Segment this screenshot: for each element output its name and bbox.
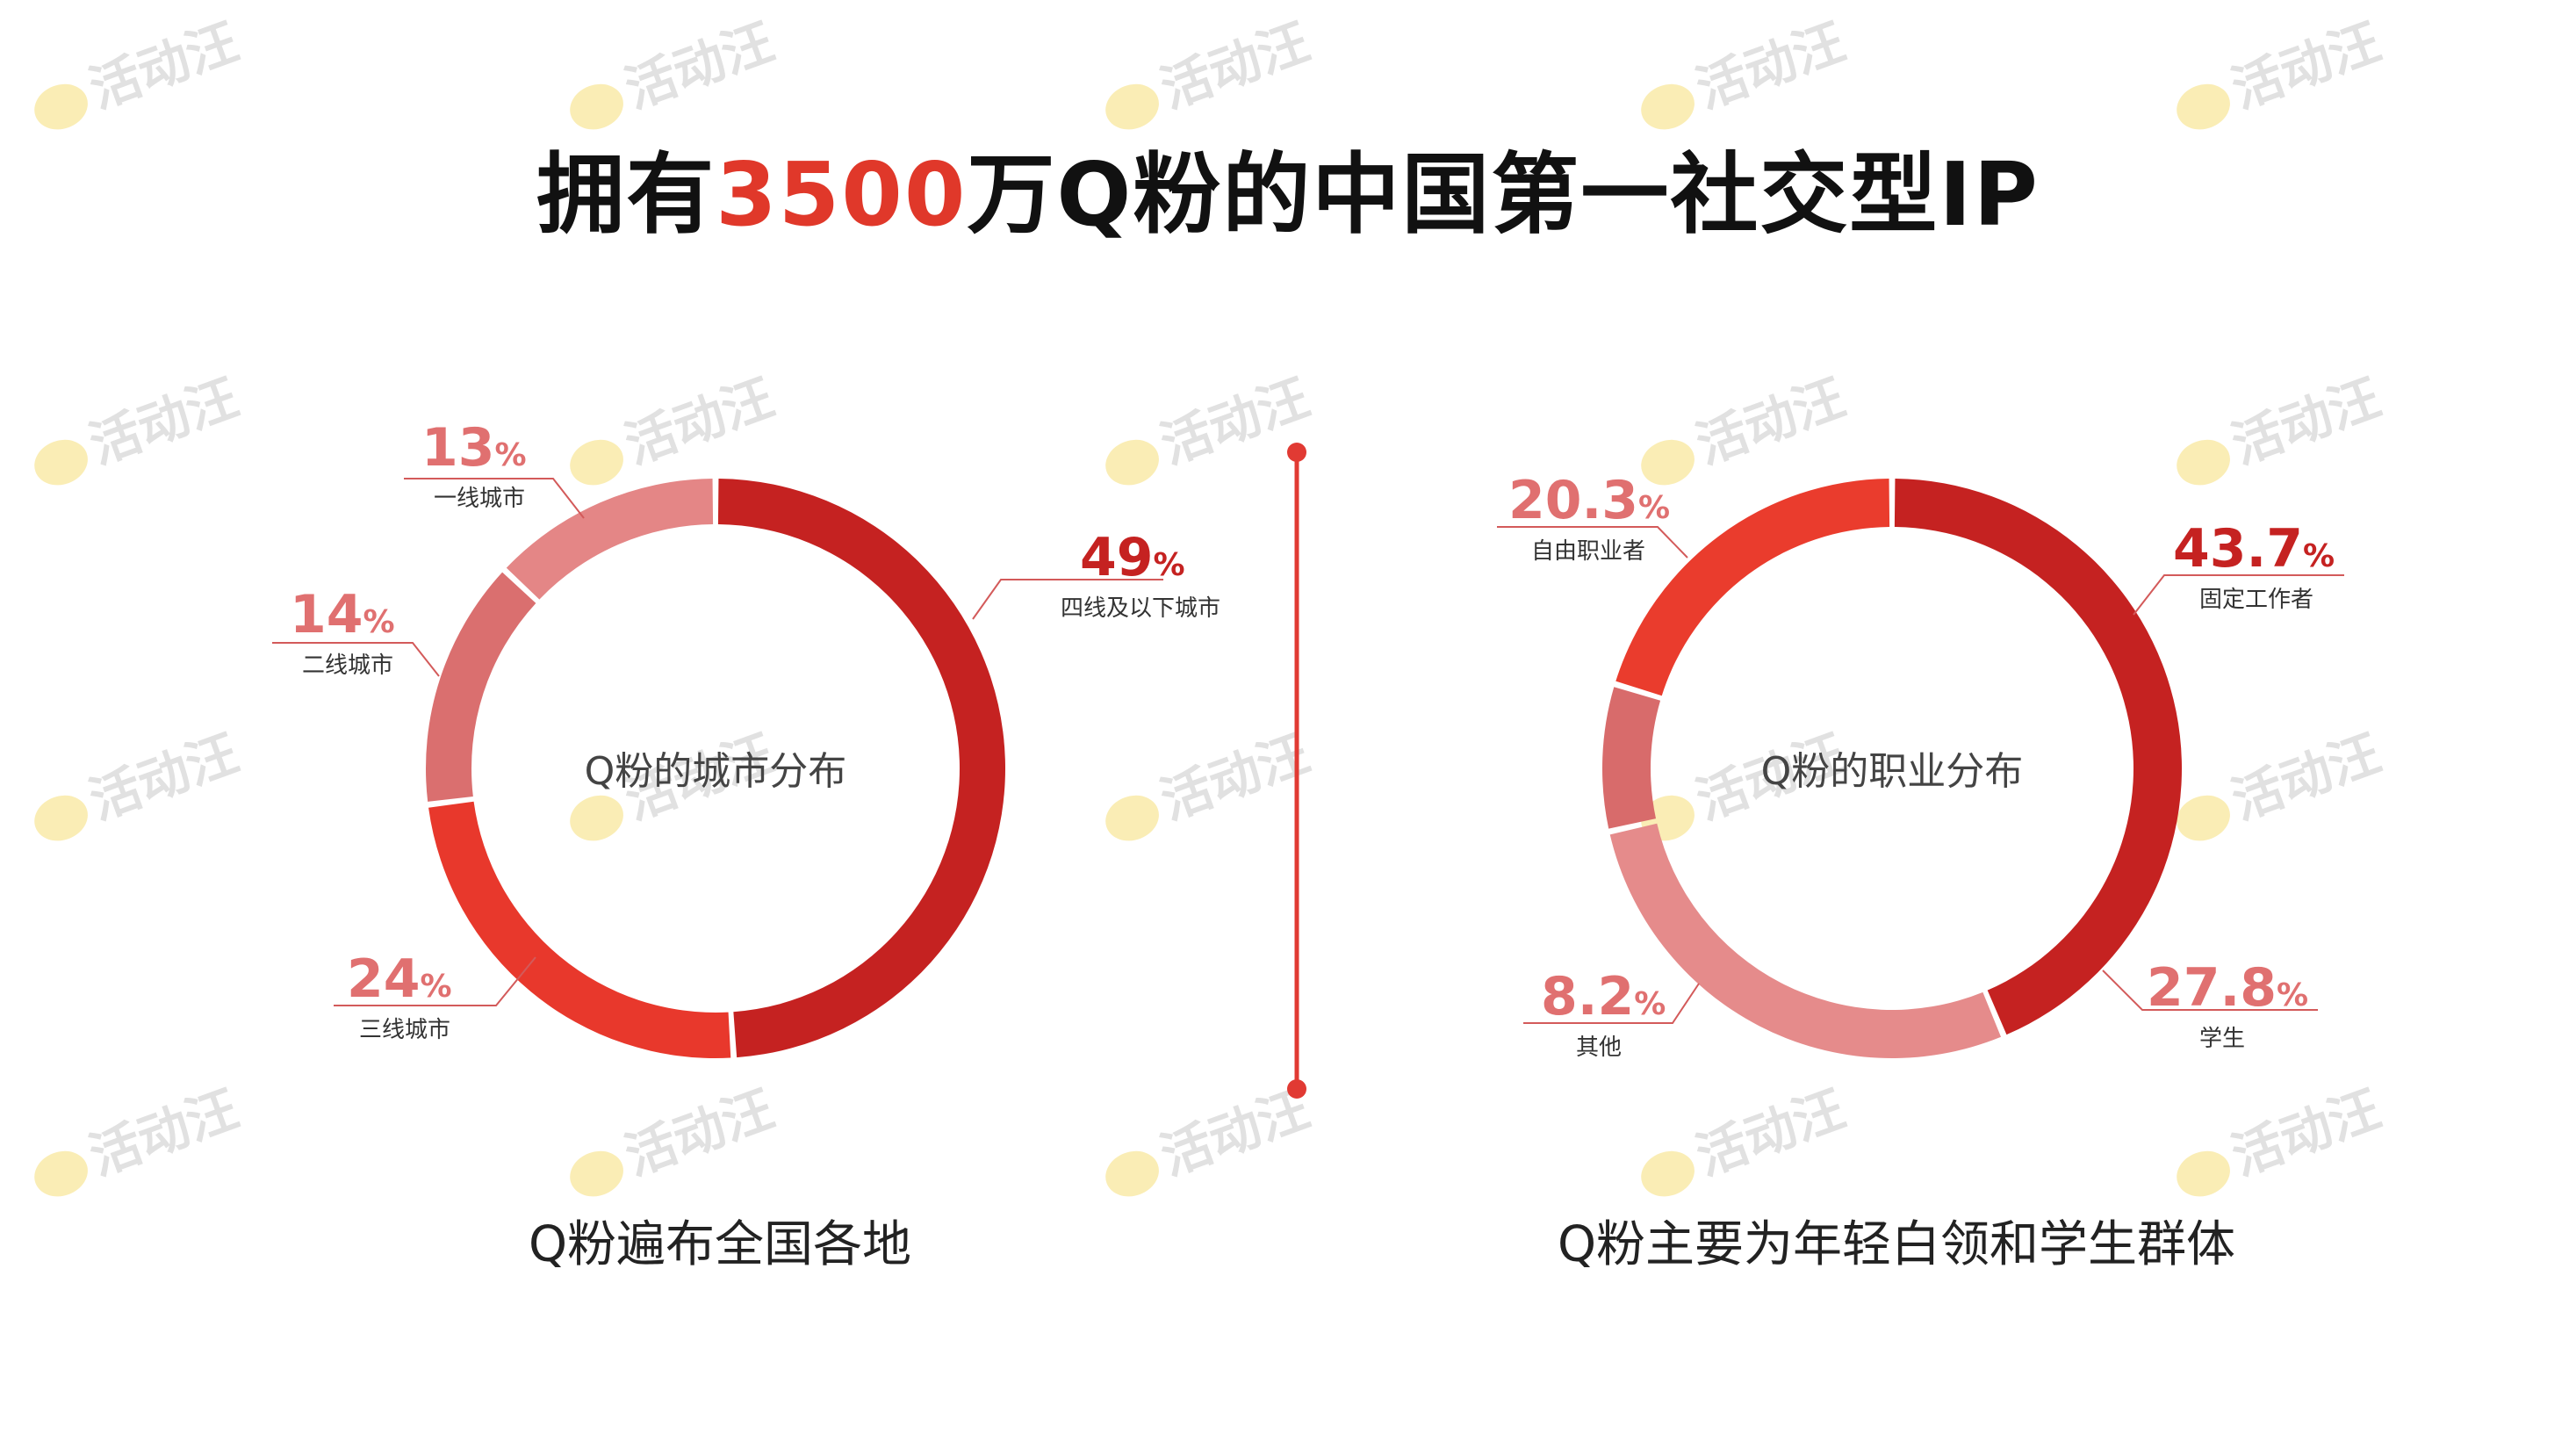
city-chart-caption: Q粉遍布全国各地 bbox=[528, 1216, 912, 1273]
page-title: 拥有3500万Q粉的中国第一社交型IP bbox=[0, 123, 2576, 250]
slice-student bbox=[1609, 823, 2002, 1058]
title-highlight: 3500 bbox=[716, 143, 968, 246]
slice-freelancer bbox=[1615, 479, 1890, 696]
donut-center-title: Q粉的城市分布 bbox=[585, 749, 847, 794]
slice-unit: % bbox=[363, 604, 395, 640]
slice-unit: % bbox=[1638, 490, 1670, 526]
slice-unit: % bbox=[1154, 547, 1185, 583]
divider-dot-top bbox=[1287, 443, 1306, 462]
slice-value-label: 13% bbox=[421, 417, 527, 479]
leader-line bbox=[404, 478, 585, 519]
slice-value-label: 24% bbox=[347, 948, 452, 1010]
job-donut-chart: Q粉的职业分布 43.7% 固定工作者 27.8% 学生 8.2% 其他 20.3% 自由职业者 bbox=[1497, 470, 2344, 1061]
slice-category-label: 一线城市 bbox=[434, 486, 525, 512]
title-suffix: 万Q粉的中国第一社交型IP bbox=[967, 143, 2040, 246]
slice-value-label: 20.3% bbox=[1508, 470, 1670, 531]
slice-unit: % bbox=[2277, 977, 2308, 1013]
slice-category-label: 二线城市 bbox=[302, 652, 393, 679]
slice-other bbox=[1602, 687, 1661, 829]
slice-value-label: 14% bbox=[290, 584, 395, 645]
leader-line bbox=[1523, 983, 1700, 1024]
vertical-divider bbox=[1287, 443, 1306, 1099]
divider-dot-bottom bbox=[1287, 1079, 1306, 1099]
slice-value-label: 49% bbox=[1080, 527, 1185, 588]
slice-category-label: 三线城市 bbox=[359, 1017, 450, 1043]
leader-line bbox=[2102, 970, 2318, 1011]
leader-line bbox=[972, 579, 1163, 620]
slice-value-label: 43.7% bbox=[2173, 518, 2335, 580]
slice-category-label: 固定工作者 bbox=[2199, 587, 2313, 613]
slice-tier2-city bbox=[425, 572, 536, 802]
leader-line bbox=[334, 956, 536, 1006]
slice-category-label: 四线及以下城市 bbox=[1061, 595, 1220, 622]
leader-line bbox=[1497, 526, 1688, 559]
slice-employed bbox=[1894, 479, 2182, 1035]
job-chart-caption: Q粉主要为年轻白领和学生群体 bbox=[1557, 1216, 2236, 1273]
title-prefix: 拥有 bbox=[536, 143, 716, 246]
city-donut-chart: Q粉的城市分布 49% 四线及以下城市 24% 三线城市 14% 二线城市 13% 一线城市 bbox=[272, 417, 1220, 1058]
slice-unit: % bbox=[1634, 986, 1666, 1022]
leader-line bbox=[2133, 574, 2344, 616]
slice-value-label: 27.8% bbox=[2147, 957, 2308, 1019]
slice-unit: % bbox=[495, 437, 527, 473]
slice-category-label: 学生 bbox=[2199, 1026, 2245, 1052]
slice-unit: % bbox=[2303, 538, 2335, 574]
slice-unit: % bbox=[421, 969, 452, 1005]
leader-line bbox=[272, 642, 440, 677]
slice-tier3-city bbox=[428, 801, 731, 1058]
slice-tier4-city bbox=[717, 479, 1005, 1058]
donut-center-title: Q粉的职业分布 bbox=[1761, 749, 2024, 794]
slice-value-label: 8.2% bbox=[1541, 966, 1666, 1027]
slice-tier1-city bbox=[506, 479, 714, 600]
slice-category-label: 自由职业者 bbox=[1531, 538, 1645, 565]
slice-category-label: 其他 bbox=[1576, 1034, 1622, 1061]
